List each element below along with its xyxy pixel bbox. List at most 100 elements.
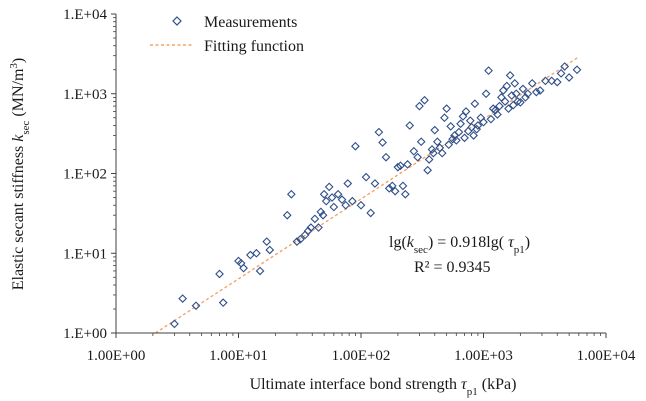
data-point bbox=[427, 145, 437, 154]
data-point bbox=[191, 301, 201, 311]
data-point bbox=[531, 87, 541, 97]
x-tick-label: 1.00E+00 bbox=[87, 348, 146, 364]
data-point bbox=[486, 114, 496, 124]
y-tick-label: 1.E+04 bbox=[63, 7, 107, 23]
data-point bbox=[403, 160, 412, 169]
data-point bbox=[507, 91, 517, 100]
data-point bbox=[515, 97, 525, 107]
data-point bbox=[458, 112, 468, 121]
y-axis-title: Elastic secant stiffness ksec (MN/m3) bbox=[8, 58, 32, 291]
data-point bbox=[413, 152, 423, 162]
data-point bbox=[564, 73, 574, 82]
data-point bbox=[292, 237, 302, 246]
data-point bbox=[178, 294, 188, 303]
data-point bbox=[521, 93, 530, 102]
data-point bbox=[356, 200, 366, 210]
y-tick-label: 1.E+03 bbox=[63, 87, 107, 103]
data-point bbox=[497, 93, 506, 102]
data-point bbox=[239, 263, 248, 273]
data-point bbox=[327, 193, 337, 202]
data-point bbox=[469, 131, 478, 140]
data-point bbox=[341, 200, 351, 210]
data-point bbox=[370, 179, 380, 188]
data-point bbox=[351, 141, 360, 151]
data-point bbox=[319, 189, 329, 199]
x-tick-label: 1.00E+01 bbox=[209, 348, 268, 364]
data-point bbox=[560, 62, 570, 71]
data-point bbox=[347, 196, 357, 206]
data-points bbox=[170, 62, 582, 329]
data-point bbox=[490, 105, 500, 115]
data-point bbox=[500, 97, 510, 106]
data-point bbox=[505, 70, 515, 80]
data-point bbox=[552, 77, 562, 87]
data-point bbox=[262, 237, 272, 246]
data-point bbox=[393, 162, 403, 172]
data-point bbox=[296, 234, 305, 244]
legend-measurements-marker bbox=[172, 16, 182, 26]
x-tick-label: 1.00E+04 bbox=[577, 348, 636, 364]
data-point bbox=[310, 214, 320, 224]
data-point bbox=[316, 207, 326, 217]
data-point bbox=[387, 181, 397, 191]
data-point bbox=[378, 138, 387, 147]
data-point bbox=[361, 172, 371, 182]
data-point bbox=[423, 165, 433, 175]
data-point bbox=[409, 146, 419, 156]
data-point bbox=[405, 121, 415, 130]
data-point bbox=[303, 226, 313, 236]
data-point bbox=[252, 248, 261, 258]
data-point bbox=[374, 127, 384, 137]
data-point bbox=[461, 107, 471, 116]
fit-layer bbox=[155, 56, 580, 334]
y-tick-label: 1.E+02 bbox=[63, 167, 107, 183]
data-point bbox=[510, 78, 520, 88]
data-point bbox=[484, 66, 493, 75]
fit-equation: lg(ksec) = 0.918lg( τp1) bbox=[389, 234, 530, 256]
data-point bbox=[476, 113, 486, 123]
data-point bbox=[170, 319, 179, 329]
data-point bbox=[481, 89, 491, 99]
data-point bbox=[508, 100, 518, 110]
data-point bbox=[504, 104, 513, 114]
data-point bbox=[467, 122, 477, 132]
data-point bbox=[446, 121, 456, 131]
data-point bbox=[572, 65, 582, 75]
data-point bbox=[381, 152, 391, 162]
data-point bbox=[343, 179, 353, 188]
data-point bbox=[314, 223, 323, 232]
data-point bbox=[366, 208, 376, 218]
data-point bbox=[547, 76, 557, 86]
data-point bbox=[502, 81, 512, 91]
data-point bbox=[318, 210, 328, 220]
data-point bbox=[282, 210, 292, 220]
legend: Measurements Fitting function bbox=[150, 14, 304, 55]
data-point bbox=[286, 189, 296, 199]
data-point bbox=[470, 99, 480, 109]
data-point bbox=[432, 137, 442, 147]
data-point bbox=[265, 245, 275, 255]
data-point bbox=[442, 104, 452, 114]
data-point bbox=[460, 133, 469, 143]
data-point bbox=[384, 184, 394, 193]
data-point bbox=[416, 137, 426, 147]
tick-labels: 1.00E+00 1.00E+01 1.00E+02 1.00E+03 1.00E+04… bbox=[63, 7, 636, 364]
r-squared: R² = 0.9345 bbox=[414, 259, 491, 276]
x-tick-label: 1.00E+02 bbox=[332, 348, 391, 364]
data-point bbox=[396, 161, 405, 171]
axes bbox=[111, 13, 607, 338]
data-point bbox=[535, 86, 545, 95]
data-point bbox=[440, 113, 449, 123]
data-point bbox=[324, 182, 334, 192]
data-point bbox=[415, 101, 424, 111]
data-point bbox=[479, 117, 488, 127]
data-point bbox=[523, 89, 533, 99]
data-point bbox=[390, 186, 400, 196]
fitting-function-line bbox=[155, 56, 580, 334]
data-point bbox=[513, 97, 523, 106]
data-point bbox=[437, 148, 447, 158]
y-tick-label: 1.E+00 bbox=[63, 326, 107, 342]
data-point bbox=[465, 116, 475, 126]
data-point bbox=[321, 196, 331, 206]
